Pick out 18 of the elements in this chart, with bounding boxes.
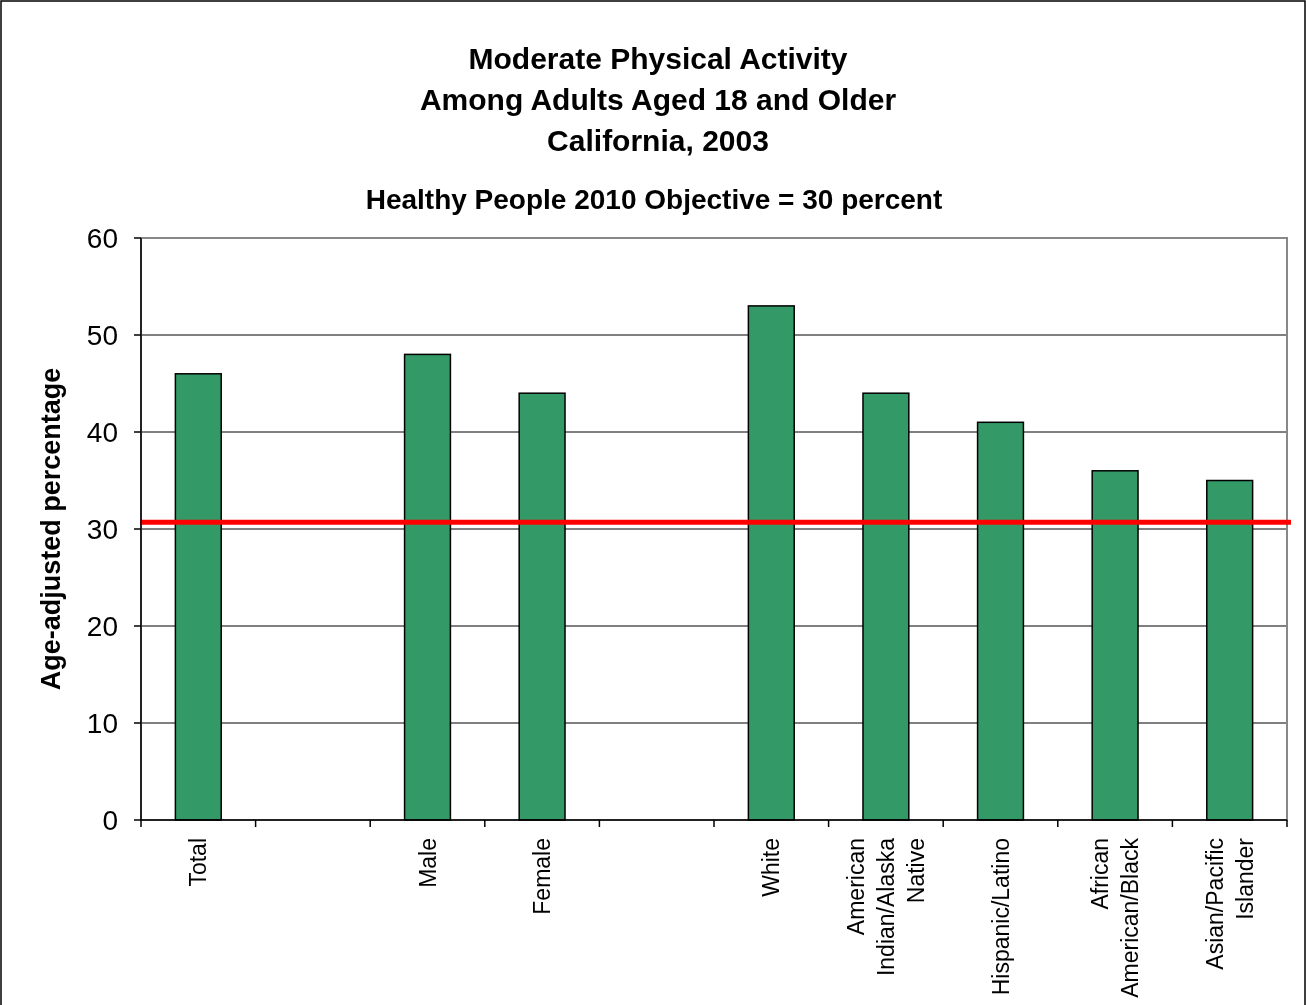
x-tick-label: American Indian/Alaska Native [842,837,929,977]
x-tick-label: Hispanic/Latino [987,838,1014,996]
x-tick-label: Asian/Pacific Islander [1201,837,1258,970]
y-tick-label: 40 [86,416,118,448]
chart-subtitle: Healthy People 2010 Objective = 30 percent [365,184,943,215]
x-tick-label: Female [529,838,556,915]
x-tick-label: Total [185,838,212,887]
y-tick-label: 30 [86,513,118,545]
y-tick-label: 60 [86,222,118,254]
chart-title: Moderate Physical Activity Among Adults Aged 18 and Older California, 2003 [419,42,897,157]
y-tick-label: 20 [86,610,118,642]
y-axis-title: Age-adjusted percentage [36,367,66,691]
x-tick-label: African American/Black [1087,837,1144,998]
y-tick-label: 0 [102,804,118,836]
y-tick-label: 10 [86,707,118,739]
y-tick-label: 50 [86,319,118,351]
x-tick-label: Male [414,838,441,888]
x-tick-label: White [758,838,785,897]
